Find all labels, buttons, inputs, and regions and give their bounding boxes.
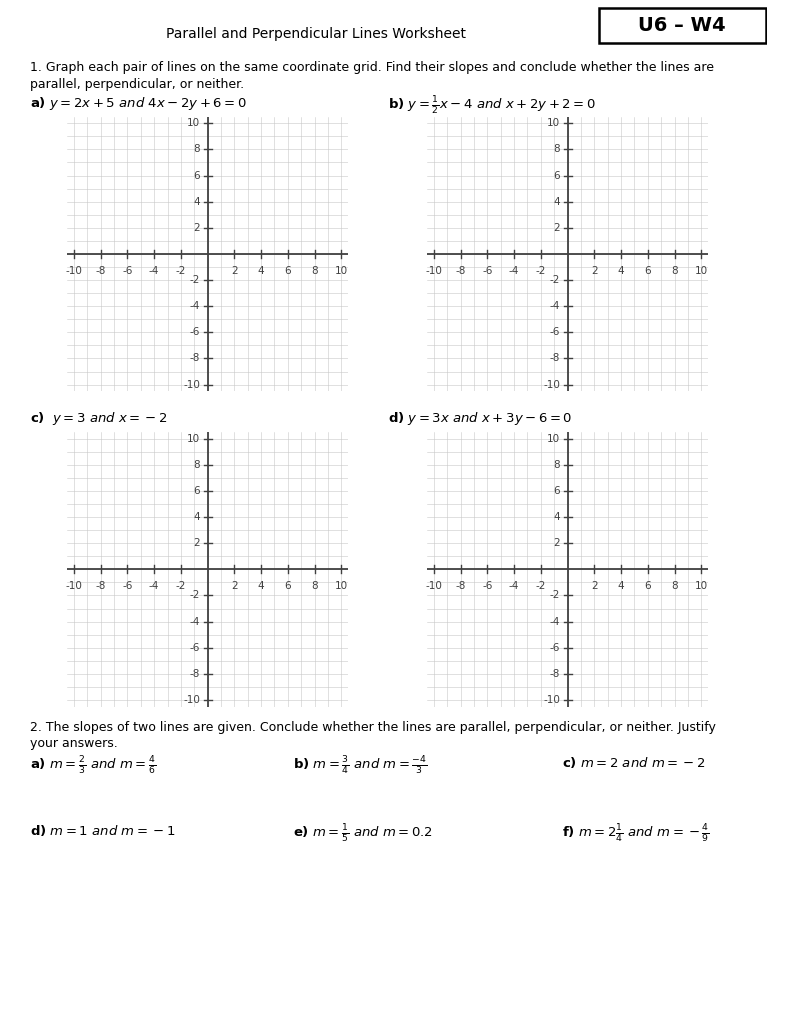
Text: -8: -8 [96,581,106,591]
FancyBboxPatch shape [599,8,766,43]
Text: 10: 10 [547,118,560,128]
Text: 2: 2 [194,223,200,232]
Text: 8: 8 [672,265,678,275]
Text: -8: -8 [456,265,466,275]
Text: 4: 4 [618,581,624,591]
Text: -4: -4 [509,265,519,275]
Text: 6: 6 [194,486,200,496]
Text: 8: 8 [312,265,318,275]
Text: -10: -10 [184,380,200,390]
Text: -4: -4 [149,581,159,591]
Text: 6: 6 [554,171,560,180]
Text: 4: 4 [194,197,200,207]
Text: -2: -2 [176,265,186,275]
Text: 4: 4 [258,265,264,275]
Text: $\mathbf{e)}$ $m = \frac{1}{5}$ $\mathit{and}$ $m = 0.2$: $\mathbf{e)}$ $m = \frac{1}{5}$ $\mathit… [293,823,432,846]
Text: -6: -6 [190,328,200,337]
Text: -4: -4 [149,265,159,275]
Text: $\mathbf{b)}$ $m = \frac{3}{4}$ $\mathit{and}$ $m = \frac{-4}{3}$: $\mathbf{b)}$ $m = \frac{3}{4}$ $\mathit… [293,755,427,777]
Text: 2: 2 [554,223,560,232]
Text: -4: -4 [550,301,560,311]
Text: -6: -6 [123,581,133,591]
Text: 6: 6 [645,581,651,591]
Text: -2: -2 [190,275,200,285]
Text: -4: -4 [509,581,519,591]
Text: -2: -2 [550,591,560,600]
Text: 2: 2 [591,265,597,275]
Text: -6: -6 [550,643,560,652]
Text: -8: -8 [456,581,466,591]
Text: 8: 8 [194,460,200,470]
Text: -6: -6 [483,581,493,591]
Text: 2: 2 [231,581,237,591]
Text: $\mathbf{d)}$ $m = 1$ $\mathit{and}$ $m = -1$: $\mathbf{d)}$ $m = 1$ $\mathit{and}$ $m … [30,823,176,839]
Text: -8: -8 [550,353,560,364]
Text: parallel, perpendicular, or neither.: parallel, perpendicular, or neither. [30,78,244,91]
Text: 4: 4 [554,197,560,207]
Text: $\mathbf{c)}$ $m = 2$ $\mathit{and}$ $m = -2$: $\mathbf{c)}$ $m = 2$ $\mathit{and}$ $m … [562,755,706,770]
Text: -10: -10 [66,265,82,275]
Text: -10: -10 [426,581,442,591]
Text: -6: -6 [190,643,200,652]
Text: $\mathbf{c)}$  $y = 3$ $\mathit{and}$ $x = -2$: $\mathbf{c)}$ $y = 3$ $\mathit{and}$ $x … [30,410,168,427]
Text: -8: -8 [190,353,200,364]
Text: -8: -8 [190,669,200,679]
Text: -2: -2 [536,581,546,591]
Text: 10: 10 [694,265,708,275]
Text: -4: -4 [190,616,200,627]
Text: -10: -10 [543,380,560,390]
Text: 10: 10 [335,265,348,275]
Text: -2: -2 [190,591,200,600]
Text: -10: -10 [66,581,82,591]
Text: 4: 4 [194,512,200,522]
Text: -10: -10 [426,265,442,275]
Text: 10: 10 [335,581,348,591]
Text: -10: -10 [184,695,200,706]
Text: -8: -8 [550,669,560,679]
Text: 2: 2 [231,265,237,275]
Text: 10: 10 [547,433,560,443]
Text: $\mathbf{b)}$ $y = \frac{1}{2}x - 4$ $\mathit{and}$ $x + 2y + 2 = 0$: $\mathbf{b)}$ $y = \frac{1}{2}x - 4$ $\m… [388,95,596,118]
Text: -6: -6 [550,328,560,337]
Text: 10: 10 [694,581,708,591]
Text: 2. The slopes of two lines are given. Conclude whether the lines are parallel, p: 2. The slopes of two lines are given. Co… [30,721,716,734]
Text: $\mathbf{f)}$ $m = 2\frac{1}{4}$ $\mathit{and}$ $m = -\frac{4}{9}$: $\mathbf{f)}$ $m = 2\frac{1}{4}$ $\mathi… [562,823,710,846]
Text: 8: 8 [672,581,678,591]
Text: -2: -2 [536,265,546,275]
Text: 6: 6 [285,265,291,275]
Text: 1. Graph each pair of lines on the same coordinate grid. Find their slopes and c: 1. Graph each pair of lines on the same … [30,61,714,75]
Text: 8: 8 [554,460,560,470]
Text: 4: 4 [618,265,624,275]
Text: 6: 6 [194,171,200,180]
Text: your answers.: your answers. [30,737,118,751]
Text: $\mathbf{a)}$ $y = 2x + 5$ $\mathit{and}$ $4x - 2y + 6 = 0$: $\mathbf{a)}$ $y = 2x + 5$ $\mathit{and}… [30,95,247,113]
Text: Parallel and Perpendicular Lines Worksheet: Parallel and Perpendicular Lines Workshe… [166,27,467,41]
Text: -10: -10 [543,695,560,706]
Text: 10: 10 [187,118,200,128]
Text: 10: 10 [187,433,200,443]
Text: -2: -2 [176,581,186,591]
Text: $\mathbf{d)}$ $y = 3x$ $\mathit{and}$ $x + 3y - 6 = 0$: $\mathbf{d)}$ $y = 3x$ $\mathit{and}$ $x… [388,410,572,427]
Text: 2: 2 [554,539,560,548]
Text: 6: 6 [554,486,560,496]
Text: 2: 2 [591,581,597,591]
Text: -2: -2 [550,275,560,285]
Text: U6 – W4: U6 – W4 [638,16,726,35]
Text: -6: -6 [123,265,133,275]
Text: 6: 6 [285,581,291,591]
Text: -4: -4 [190,301,200,311]
Text: 8: 8 [312,581,318,591]
Text: 8: 8 [554,144,560,155]
Text: 4: 4 [554,512,560,522]
Text: 6: 6 [645,265,651,275]
Text: -6: -6 [483,265,493,275]
Text: -4: -4 [550,616,560,627]
Text: 4: 4 [258,581,264,591]
Text: 2: 2 [194,539,200,548]
Text: -8: -8 [96,265,106,275]
Text: $\mathbf{a)}$ $m = \frac{2}{3}$ $\mathit{and}$ $m = \frac{4}{6}$: $\mathbf{a)}$ $m = \frac{2}{3}$ $\mathit… [30,755,157,777]
Text: 8: 8 [194,144,200,155]
